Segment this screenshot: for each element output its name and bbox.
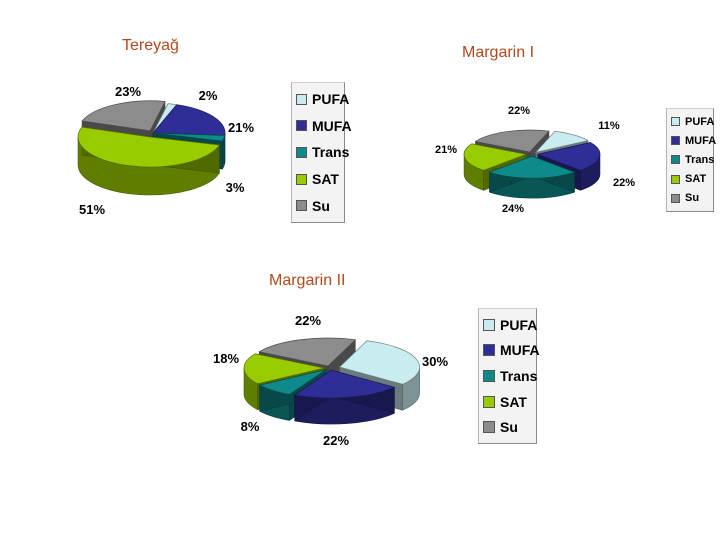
legend-swatch-sat: [483, 395, 495, 408]
legend-swatch-trans: [671, 155, 680, 165]
pie-slice-tereya--trans: [152, 132, 226, 142]
data-label-tereya--su: 23%: [115, 84, 141, 99]
legend-label-trans: Trans: [312, 144, 350, 161]
legend-item-mufa: MUFA: [671, 135, 716, 147]
data-label-margarin-i-mufa: 22%: [613, 177, 635, 189]
chart-title-tereyag: Tereyağ: [122, 37, 179, 54]
legend-item-pufa: PUFA: [296, 91, 349, 107]
data-label-tereya--pufa: 2%: [199, 88, 218, 103]
legend-label-pufa: PUFA: [685, 115, 715, 128]
legend-item-trans: Trans: [483, 368, 537, 384]
pie-slice-margarin-ii-trans: [258, 369, 327, 395]
legend-swatch-trans: [296, 146, 307, 158]
legend-item-pufa: PUFA: [671, 116, 714, 128]
legend-item-trans: Trans: [296, 144, 349, 160]
legend-swatch-trans: [483, 369, 495, 382]
legend-swatch-mufa: [296, 120, 307, 132]
legend-swatch-su: [483, 421, 495, 434]
legend-label-mufa: MUFA: [685, 134, 717, 147]
data-label-margarin-i-sat: 21%: [435, 144, 457, 156]
pie-slice-margarin-i-pufa: [534, 131, 589, 153]
legend-label-sat: SAT: [685, 173, 707, 186]
legend-swatch-pufa: [296, 93, 307, 105]
pie-chart-margarin-1: 11% 22% 24% 21% 22%: [435, 105, 635, 215]
data-label-tereya--sat: 51%: [79, 202, 105, 217]
data-label-margarin-i-pufa: 11%: [598, 120, 620, 132]
data-label-margarin-ii-mufa: 22%: [323, 433, 349, 448]
data-label-margarin-ii-trans: 8%: [241, 419, 260, 434]
legend-label-pufa: PUFA: [500, 316, 538, 333]
legend-swatch-sat: [296, 173, 307, 185]
legend-label-pufa: PUFA: [312, 91, 350, 108]
legend-label-mufa: MUFA: [500, 342, 540, 359]
legend-swatch-pufa: [671, 117, 680, 127]
pie-chart-tereyag: 2% 21% 3% 51% 23%: [77, 84, 254, 217]
legend-swatch-sat: [671, 174, 680, 184]
legend-tereyag: PUFA MUFA Trans SAT Su: [291, 82, 352, 223]
pie-chart-margarin-2: 30% 22% 8% 18% 22%: [213, 313, 448, 448]
legend-swatch-mufa: [483, 344, 495, 357]
data-label-margarin-ii-sat: 18%: [213, 351, 239, 366]
chart-title-margarin-2: Margarin II: [269, 272, 346, 289]
pie-slice-tereya--sat: [77, 126, 220, 168]
pie-slice-tereya--su: [81, 100, 166, 132]
legend-item-mufa: MUFA: [483, 342, 540, 358]
pie-slice-margarin-ii-pufa: [338, 340, 420, 385]
legend-swatch-mufa: [671, 136, 680, 146]
legend-label-trans: Trans: [685, 153, 715, 166]
data-label-margarin-i-su: 22%: [508, 105, 530, 117]
legend-swatch-su: [296, 200, 307, 212]
legend-label-sat: SAT: [312, 171, 339, 188]
legend-swatch-su: [671, 193, 680, 203]
legend-item-pufa: PUFA: [483, 317, 537, 333]
pie-slice-margarin-i-mufa: [536, 142, 601, 171]
pie-slice-margarin-ii-su: [258, 337, 357, 367]
pie-slice-margarin-ii-sat: [243, 353, 325, 385]
pie-slice-margarin-i-trans: [488, 155, 576, 179]
legend-item-su: Su: [296, 198, 340, 214]
pie-slice-margarin-i-sat: [463, 143, 528, 171]
data-label-tereya--mufa: 21%: [228, 120, 254, 135]
data-label-margarin-i-trans: 24%: [502, 203, 524, 215]
legend-label-trans: Trans: [500, 367, 538, 384]
legend-item-sat: SAT: [296, 171, 340, 187]
data-label-margarin-ii-su: 22%: [295, 313, 321, 328]
legend-item-trans: Trans: [671, 154, 714, 166]
legend-label-su: Su: [312, 197, 330, 214]
legend-label-su: Su: [685, 192, 700, 205]
chart-title-margarin-1: Margarin I: [462, 44, 535, 61]
legend-item-su: Su: [483, 419, 532, 435]
legend-item-su: Su: [671, 192, 709, 204]
data-label-tereya--trans: 3%: [226, 180, 245, 195]
pie-slice-margarin-ii-mufa: [293, 369, 396, 399]
legend-item-sat: SAT: [483, 394, 532, 410]
legend-label-sat: SAT: [500, 393, 527, 410]
legend-label-mufa: MUFA: [312, 117, 352, 134]
data-label-margarin-ii-pufa: 30%: [422, 354, 448, 369]
legend-item-mufa: MUFA: [296, 118, 352, 134]
pie-slice-tereya--mufa: [152, 104, 226, 136]
legend-swatch-pufa: [483, 318, 495, 331]
legend-margarin-1: PUFA MUFA Trans SAT Su: [666, 108, 716, 212]
legend-label-su: Su: [500, 419, 518, 436]
legend-item-sat: SAT: [671, 173, 709, 185]
pie-slice-margarin-i-su: [474, 129, 550, 153]
legend-margarin-2: PUFA MUFA Trans SAT Su: [478, 308, 540, 444]
